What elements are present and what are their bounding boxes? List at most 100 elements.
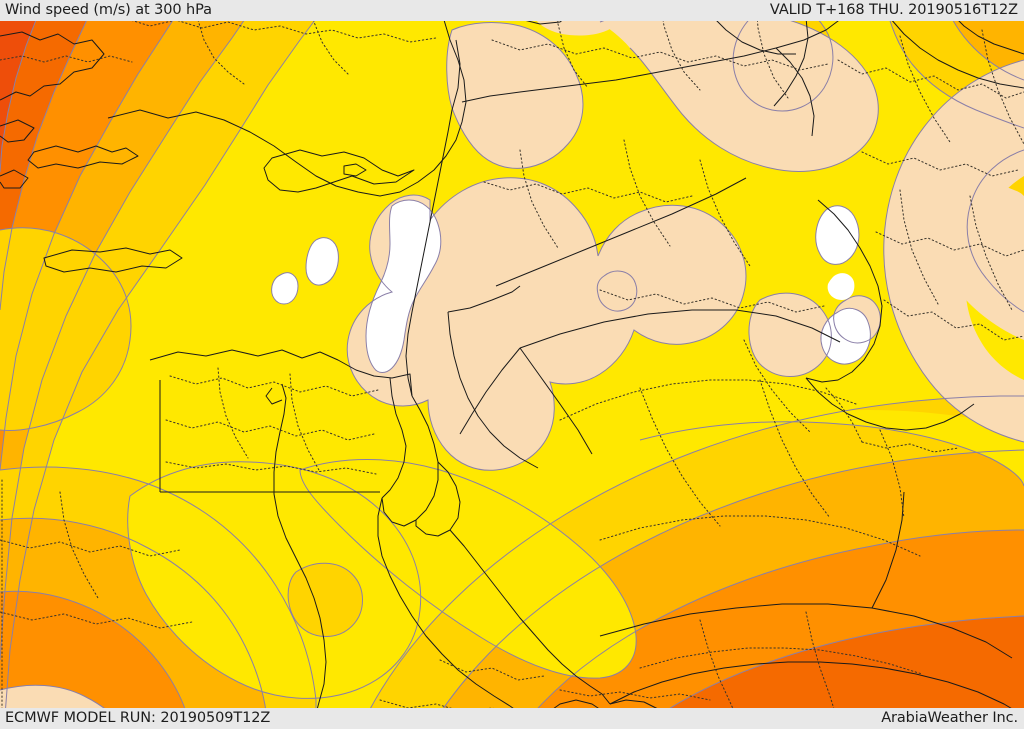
admin-border [640, 388, 720, 526]
contour-line [0, 0, 258, 660]
admin-border [862, 152, 1018, 176]
country-border [460, 348, 520, 434]
country-border [600, 604, 1012, 658]
coastline [382, 396, 438, 526]
band-5-10-east-lobe [748, 293, 832, 377]
admin-border [970, 196, 1012, 310]
admin-border [640, 648, 922, 674]
admin-border [700, 160, 750, 266]
admin-border [862, 442, 958, 452]
coastline [378, 498, 534, 729]
admin-border [600, 516, 920, 556]
admin-border [600, 290, 824, 312]
coastline [264, 150, 414, 192]
band-5-10-small-1 [597, 271, 637, 312]
admin-border [484, 182, 692, 202]
coastline [610, 662, 1024, 716]
valid-time-label: VALID T+168 THU. 20190516T12Z [769, 2, 1018, 19]
contour-line [884, 0, 1024, 128]
contour-line [447, 23, 583, 169]
band-5-10-east-strip [900, 179, 1024, 340]
admin-border [290, 374, 320, 472]
coastline [44, 248, 182, 272]
band-35-40-nw [0, 0, 44, 172]
admin-border [806, 612, 840, 729]
country-border [520, 310, 840, 348]
contour-line [0, 467, 316, 729]
band-15-20-west [0, 227, 131, 431]
band-10-15-gulf-corridor [640, 410, 1024, 486]
contour-line [640, 616, 1024, 729]
band-0-5-sea-a [306, 237, 339, 286]
contour-line [0, 518, 268, 729]
contour-line [749, 293, 831, 376]
admin-border [0, 540, 180, 556]
admin-border [560, 380, 856, 420]
contour-line [884, 60, 1024, 442]
coastline [266, 388, 282, 404]
country-border [462, 0, 850, 102]
band-5-10-levant-iraq [446, 22, 583, 169]
coastline [406, 40, 460, 396]
country-border [520, 348, 592, 454]
band-0-5-levant-sea [366, 200, 441, 373]
admin-border [560, 690, 710, 700]
admin-border [218, 368, 248, 458]
admin-border [756, 0, 788, 98]
coastline [28, 146, 138, 168]
contour-line [0, 0, 96, 310]
contour-line [306, 238, 338, 285]
admin-border [880, 430, 904, 518]
admin-border [166, 420, 374, 440]
coastline [150, 350, 412, 396]
band-0-5-sea-b [271, 272, 298, 304]
admin-border [60, 492, 98, 598]
band-0-5-arabia-a [815, 205, 859, 265]
admin-border [900, 190, 938, 304]
contour-line [366, 200, 441, 373]
admin-border [492, 40, 828, 70]
contour-line [347, 178, 746, 471]
admin-border [744, 340, 810, 432]
contour-line [288, 563, 362, 636]
admin-border [838, 60, 1024, 98]
band-30-35-se [640, 616, 1024, 729]
coastline [0, 170, 28, 188]
coastline [806, 378, 974, 430]
contour-line [0, 228, 131, 431]
coastline [274, 384, 326, 729]
contour-line [4, 0, 330, 729]
coastline [880, 0, 1024, 88]
provider-credit: ArabiaWeather Inc. [881, 710, 1018, 727]
country-border [448, 312, 538, 468]
admin-border [884, 300, 1024, 340]
contour-line [597, 271, 637, 311]
contour-line [272, 273, 298, 304]
coastline [344, 164, 366, 176]
contour-line [816, 206, 859, 265]
header-bar: Wind speed (m/s) at 300 hPa VALID T+168 … [0, 0, 1024, 21]
admin-border [760, 380, 830, 518]
coastline [450, 530, 610, 704]
model-run-label: ECMWF MODEL RUN: 20190509T12Z [5, 710, 271, 727]
country-border [448, 286, 520, 312]
band-30-35-nw [0, 0, 96, 310]
coastline [806, 200, 882, 382]
country-border [496, 178, 746, 286]
contour-line [0, 0, 186, 470]
contour-line [300, 460, 636, 679]
contour-line [128, 462, 421, 699]
band-5-10-mainbody [347, 177, 746, 471]
band-25-30-nw [0, 0, 186, 470]
contour-line [821, 308, 870, 364]
country-border-layer [160, 0, 1012, 658]
country-border [776, 48, 814, 136]
band-0-5-arabia-b [827, 273, 855, 300]
coastline [108, 0, 466, 196]
footer-bar: ECMWF MODEL RUN: 20190509T12Z ArabiaWeat… [0, 708, 1024, 729]
admin-border [0, 56, 132, 62]
